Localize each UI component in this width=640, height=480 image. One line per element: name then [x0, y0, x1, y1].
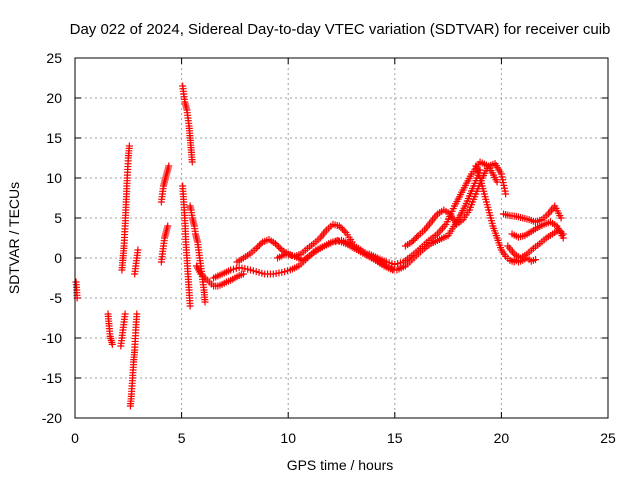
x-tick-label: 15	[387, 430, 403, 446]
data-point	[335, 222, 343, 230]
series-sat-a	[72, 278, 81, 302]
data-point	[409, 236, 417, 244]
data-point	[188, 158, 196, 166]
data-point	[411, 235, 419, 243]
data-point	[275, 243, 283, 251]
data-point	[133, 310, 141, 318]
data-point	[108, 340, 116, 348]
data-point	[532, 256, 540, 264]
data-point	[408, 238, 416, 246]
data-point	[559, 234, 567, 242]
y-tick-label: -5	[50, 290, 63, 306]
data-point	[493, 178, 501, 186]
series-sat-q	[401, 160, 510, 250]
data-point	[257, 240, 265, 248]
y-tick-label: 10	[46, 170, 62, 186]
data-point	[134, 246, 142, 254]
data-point	[165, 162, 173, 170]
series-sat-i	[179, 82, 196, 166]
data-point	[337, 224, 345, 232]
series-sat-b	[104, 310, 116, 348]
x-tick-label: 5	[178, 430, 186, 446]
series-sat-t	[500, 202, 565, 226]
data-point	[186, 302, 194, 310]
data-point	[201, 298, 209, 306]
data-point	[502, 190, 510, 198]
series-sat-v	[510, 254, 540, 266]
plot-frame	[74, 57, 609, 419]
x-tick-label: 20	[494, 430, 510, 446]
y-tick-label: -10	[42, 330, 62, 346]
data-point	[121, 310, 129, 318]
series-sat-e	[126, 310, 141, 410]
tick-layer: 0 5 10 15 20 25 -20 -15 -10 -5 0 5 10 15 20 25	[42, 50, 616, 446]
data-point	[252, 244, 260, 252]
data-point	[271, 240, 279, 248]
x-tick-label: 0	[71, 430, 79, 446]
data-point	[276, 244, 284, 252]
series-sat-f	[131, 246, 142, 278]
data-point	[255, 241, 263, 249]
series-sat-l	[193, 262, 247, 290]
data-point	[125, 142, 133, 150]
series-sat-c	[118, 142, 133, 274]
y-tick-label: 5	[54, 210, 62, 226]
data-point	[273, 241, 281, 249]
data-point	[339, 225, 347, 233]
series-sat-d	[117, 310, 129, 350]
y-tick-label: -20	[42, 410, 62, 426]
data-layer	[72, 82, 567, 410]
data-point	[239, 270, 247, 278]
series-sat-j	[179, 182, 194, 310]
y-axis-title: SDTVAR / TECUs	[6, 182, 22, 294]
y-tick-label: 0	[54, 250, 62, 266]
y-tick-label: 20	[46, 90, 62, 106]
data-point	[254, 243, 262, 251]
series-sat-u	[508, 218, 567, 242]
y-tick-label: 15	[46, 130, 62, 146]
y-tick-label: -15	[42, 370, 62, 386]
x-axis-title: GPS time / hours	[287, 457, 394, 473]
data-point	[557, 214, 565, 222]
data-point	[164, 222, 172, 230]
series-sat-g	[157, 222, 172, 266]
chart-title: Day 022 of 2024, Sidereal Day-to-day VTE…	[70, 21, 611, 38]
data-point	[340, 227, 348, 235]
x-tick-label: 10	[280, 430, 296, 446]
y-tick-label: 25	[46, 50, 62, 66]
series-sat-h	[157, 162, 173, 206]
x-tick-label: 25	[600, 430, 616, 446]
data-point	[413, 233, 421, 241]
grid-layer	[75, 58, 608, 418]
